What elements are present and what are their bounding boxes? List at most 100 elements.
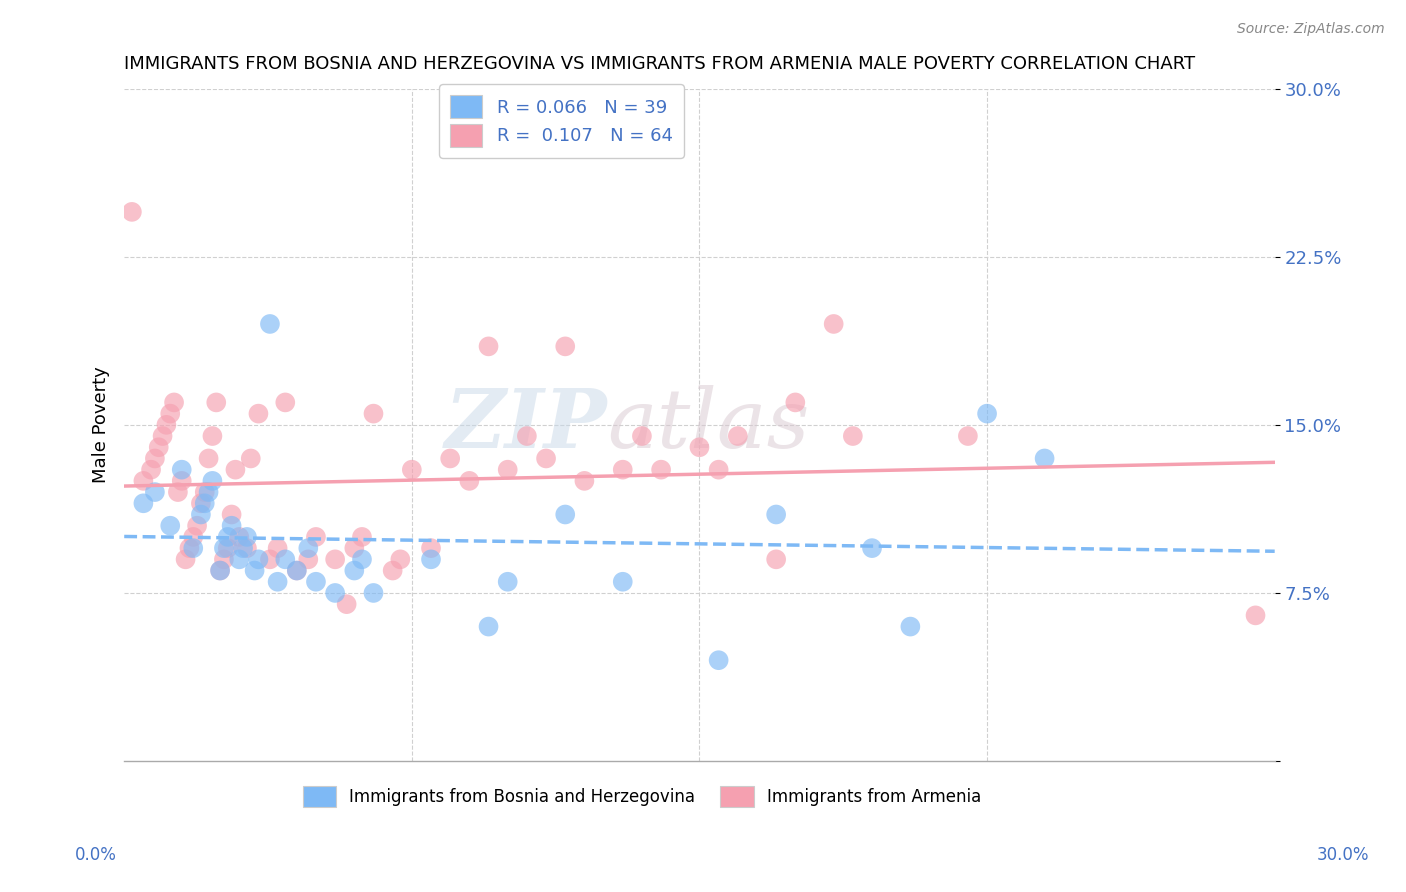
Point	[266, 574, 288, 589]
Point	[631, 429, 654, 443]
Point	[224, 463, 246, 477]
Point	[259, 552, 281, 566]
Point	[197, 485, 219, 500]
Point	[179, 541, 201, 555]
Point	[186, 518, 208, 533]
Point	[297, 552, 319, 566]
Point	[323, 586, 346, 600]
Point	[209, 564, 232, 578]
Point	[209, 564, 232, 578]
Point	[155, 417, 177, 432]
Point	[181, 530, 204, 544]
Point	[159, 518, 181, 533]
Point	[574, 474, 596, 488]
Point	[247, 552, 270, 566]
Point	[190, 496, 212, 510]
Point	[228, 530, 250, 544]
Point	[842, 429, 865, 443]
Text: ZIP: ZIP	[444, 384, 607, 465]
Point	[1033, 451, 1056, 466]
Point	[221, 508, 243, 522]
Point	[898, 619, 921, 633]
Point	[174, 552, 197, 566]
Point	[266, 541, 288, 555]
Point	[401, 463, 423, 477]
Point	[143, 451, 166, 466]
Point	[363, 586, 385, 600]
Point	[217, 541, 239, 555]
Point	[143, 485, 166, 500]
Point	[132, 496, 155, 510]
Point	[650, 463, 672, 477]
Point	[343, 541, 366, 555]
Point	[707, 653, 730, 667]
Point	[554, 508, 576, 522]
Point	[217, 530, 239, 544]
Point	[159, 407, 181, 421]
Point	[121, 205, 143, 219]
Point	[139, 463, 162, 477]
Point	[363, 407, 385, 421]
Point	[420, 552, 443, 566]
Point	[190, 508, 212, 522]
Point	[477, 619, 499, 633]
Point	[323, 552, 346, 566]
Point	[496, 574, 519, 589]
Point	[297, 541, 319, 555]
Text: 30.0%: 30.0%	[1316, 846, 1369, 863]
Point	[205, 395, 228, 409]
Point	[228, 552, 250, 566]
Point	[170, 474, 193, 488]
Point	[170, 463, 193, 477]
Point	[420, 541, 443, 555]
Point	[765, 508, 787, 522]
Point	[305, 530, 328, 544]
Point	[167, 485, 190, 500]
Point	[232, 541, 254, 555]
Point	[181, 541, 204, 555]
Point	[350, 552, 373, 566]
Point	[688, 440, 710, 454]
Point	[274, 552, 297, 566]
Point	[516, 429, 538, 443]
Point	[477, 339, 499, 353]
Point	[194, 496, 217, 510]
Point	[197, 451, 219, 466]
Point	[976, 407, 998, 421]
Text: atlas: atlas	[607, 384, 810, 465]
Point	[163, 395, 186, 409]
Point	[285, 564, 308, 578]
Point	[860, 541, 883, 555]
Point	[343, 564, 366, 578]
Point	[201, 429, 224, 443]
Text: 0.0%: 0.0%	[75, 846, 117, 863]
Point	[236, 530, 259, 544]
Text: IMMIGRANTS FROM BOSNIA AND HERZEGOVINA VS IMMIGRANTS FROM ARMENIA MALE POVERTY C: IMMIGRANTS FROM BOSNIA AND HERZEGOVINA V…	[124, 55, 1195, 73]
Point	[212, 541, 235, 555]
Point	[236, 541, 259, 555]
Point	[259, 317, 281, 331]
Point	[274, 395, 297, 409]
Point	[148, 440, 170, 454]
Point	[285, 564, 308, 578]
Point	[350, 530, 373, 544]
Y-axis label: Male Poverty: Male Poverty	[93, 367, 110, 483]
Point	[727, 429, 749, 443]
Point	[496, 463, 519, 477]
Point	[221, 518, 243, 533]
Point	[194, 485, 217, 500]
Point	[1244, 608, 1267, 623]
Point	[956, 429, 979, 443]
Point	[554, 339, 576, 353]
Point	[389, 552, 412, 566]
Point	[152, 429, 174, 443]
Point	[243, 564, 266, 578]
Point	[612, 463, 634, 477]
Point	[132, 474, 155, 488]
Text: Source: ZipAtlas.com: Source: ZipAtlas.com	[1237, 22, 1385, 37]
Point	[212, 552, 235, 566]
Point	[336, 597, 359, 611]
Point	[381, 564, 404, 578]
Point	[247, 407, 270, 421]
Point	[785, 395, 807, 409]
